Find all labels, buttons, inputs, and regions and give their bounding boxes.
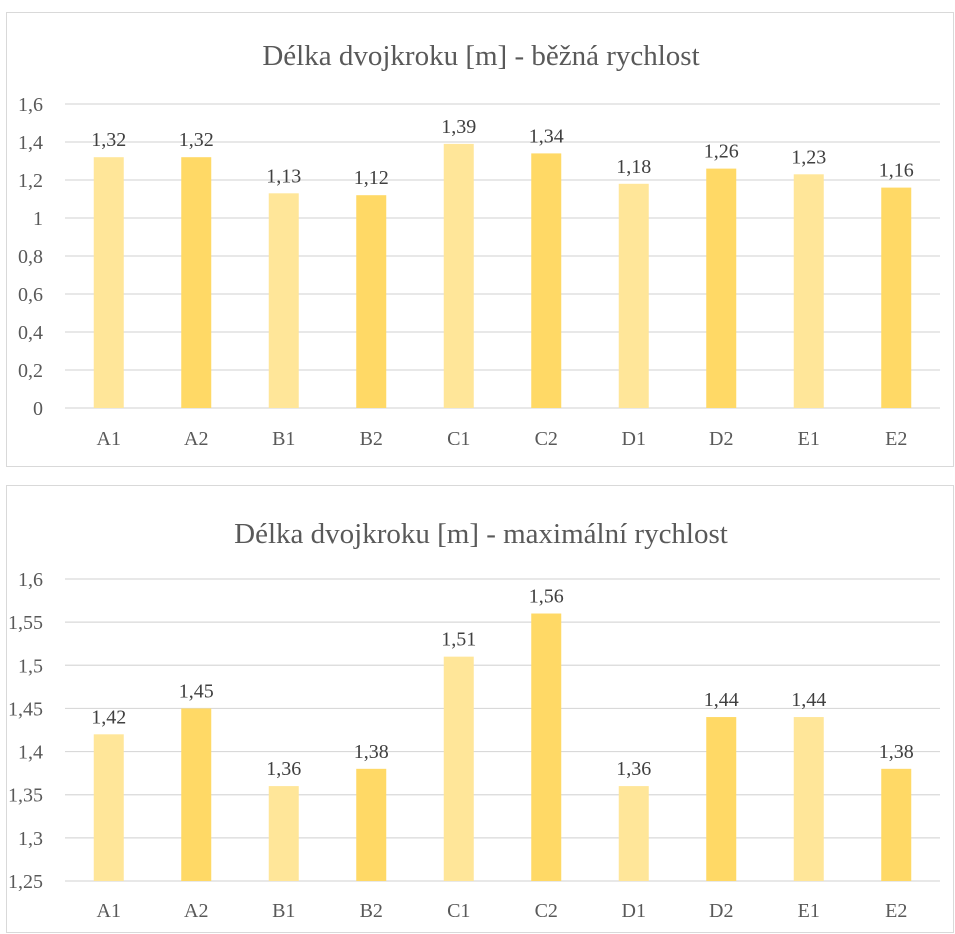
data-label: 1,45	[179, 680, 214, 702]
data-label: 1,42	[91, 706, 126, 728]
bar-c1	[443, 656, 474, 881]
x-tick-label: D2	[709, 428, 733, 450]
x-tick-label: E1	[798, 428, 820, 450]
y-tick-label: 1,25	[8, 871, 43, 893]
bar-e1	[793, 717, 824, 881]
y-tick-label: 1	[33, 208, 43, 230]
data-label: 1,51	[441, 629, 476, 651]
y-tick-label: 1,45	[8, 698, 43, 720]
data-label: 1,38	[354, 741, 389, 763]
y-tick-label: 0,8	[18, 246, 43, 268]
chart-max-speed: Délka dvojkroku [m] - maximální rychlost…	[6, 485, 954, 933]
data-label: 1,34	[529, 125, 564, 147]
bar-a1	[93, 157, 124, 408]
data-label: 1,44	[791, 689, 826, 711]
x-tick-label: C2	[535, 900, 558, 922]
data-label: 1,36	[616, 758, 651, 780]
x-tick-label: D1	[622, 428, 646, 450]
bar-c1	[443, 143, 474, 408]
y-tick-label: 1,4	[18, 132, 43, 154]
x-tick-label: E1	[798, 900, 820, 922]
x-tick-label: D2	[709, 900, 733, 922]
y-tick-label: 1,35	[8, 785, 43, 807]
data-label: 1,44	[704, 689, 739, 711]
x-tick-label: C1	[447, 900, 470, 922]
bar-e2	[881, 187, 912, 408]
bar-a2	[181, 157, 212, 408]
y-tick-label: 0,2	[18, 360, 43, 382]
chart-title: Délka dvojkroku [m] - maximální rychlost	[234, 518, 728, 550]
bar-a2	[181, 708, 212, 881]
y-tick-label: 1,5	[18, 655, 43, 677]
bar-b1	[268, 193, 299, 408]
bar-b1	[268, 786, 299, 881]
bar-a1	[93, 734, 124, 881]
y-tick-label: 1,3	[18, 828, 43, 850]
x-tick-label: E2	[885, 900, 907, 922]
x-tick-label: A2	[184, 900, 208, 922]
x-tick-label: A1	[97, 900, 121, 922]
y-tick-label: 0,4	[18, 322, 43, 344]
chart-max-speed-plot: Délka dvojkroku [m] - maximální rychlost…	[8, 518, 940, 922]
x-tick-label: C2	[535, 428, 558, 450]
bar-c2	[531, 613, 562, 881]
data-label: 1,38	[879, 741, 914, 763]
data-label: 1,13	[266, 165, 301, 187]
data-label: 1,56	[529, 586, 564, 608]
x-tick-label: B2	[360, 428, 383, 450]
chart-walking-speed: Délka dvojkroku [m] - běžná rychlost 0 0,…	[6, 12, 954, 467]
data-label: 1,32	[179, 129, 214, 151]
bar-b2	[356, 768, 387, 881]
chart-walking-speed-plot: Délka dvojkroku [m] - běžná rychlost 0 0,…	[18, 40, 940, 450]
data-label: 1,32	[91, 129, 126, 151]
x-tick-label: D1	[622, 900, 646, 922]
y-tick-label: 1,2	[18, 170, 43, 192]
data-label: 1,16	[879, 160, 914, 182]
y-tick-label: 1,6	[18, 569, 43, 591]
data-label: 1,12	[354, 167, 389, 189]
bar-d1	[618, 786, 649, 881]
bar-d2	[706, 168, 737, 408]
bar-e2	[881, 768, 912, 881]
bar-d1	[618, 183, 649, 408]
x-tick-label: E2	[885, 428, 907, 450]
bar-b2	[356, 195, 387, 408]
y-tick-label: 1,4	[18, 742, 43, 764]
y-tick-label: 0,6	[18, 284, 43, 306]
data-label: 1,36	[266, 758, 301, 780]
x-tick-label: B1	[272, 428, 295, 450]
y-tick-label: 1,55	[8, 612, 43, 634]
bar-e1	[793, 174, 824, 408]
x-tick-label: A2	[184, 428, 208, 450]
y-tick-label: 1,6	[18, 94, 43, 116]
data-label: 1,26	[704, 141, 739, 163]
x-tick-label: A1	[97, 428, 121, 450]
bar-d2	[706, 717, 737, 881]
x-tick-label: B1	[272, 900, 295, 922]
data-label: 1,39	[441, 116, 476, 138]
x-tick-label: B2	[360, 900, 383, 922]
data-label: 1,18	[616, 156, 651, 178]
data-label: 1,23	[791, 146, 826, 168]
chart-title: Délka dvojkroku [m] - běžná rychlost	[262, 40, 699, 72]
x-tick-label: C1	[447, 428, 470, 450]
bar-c2	[531, 153, 562, 408]
y-tick-label: 0	[33, 398, 43, 420]
